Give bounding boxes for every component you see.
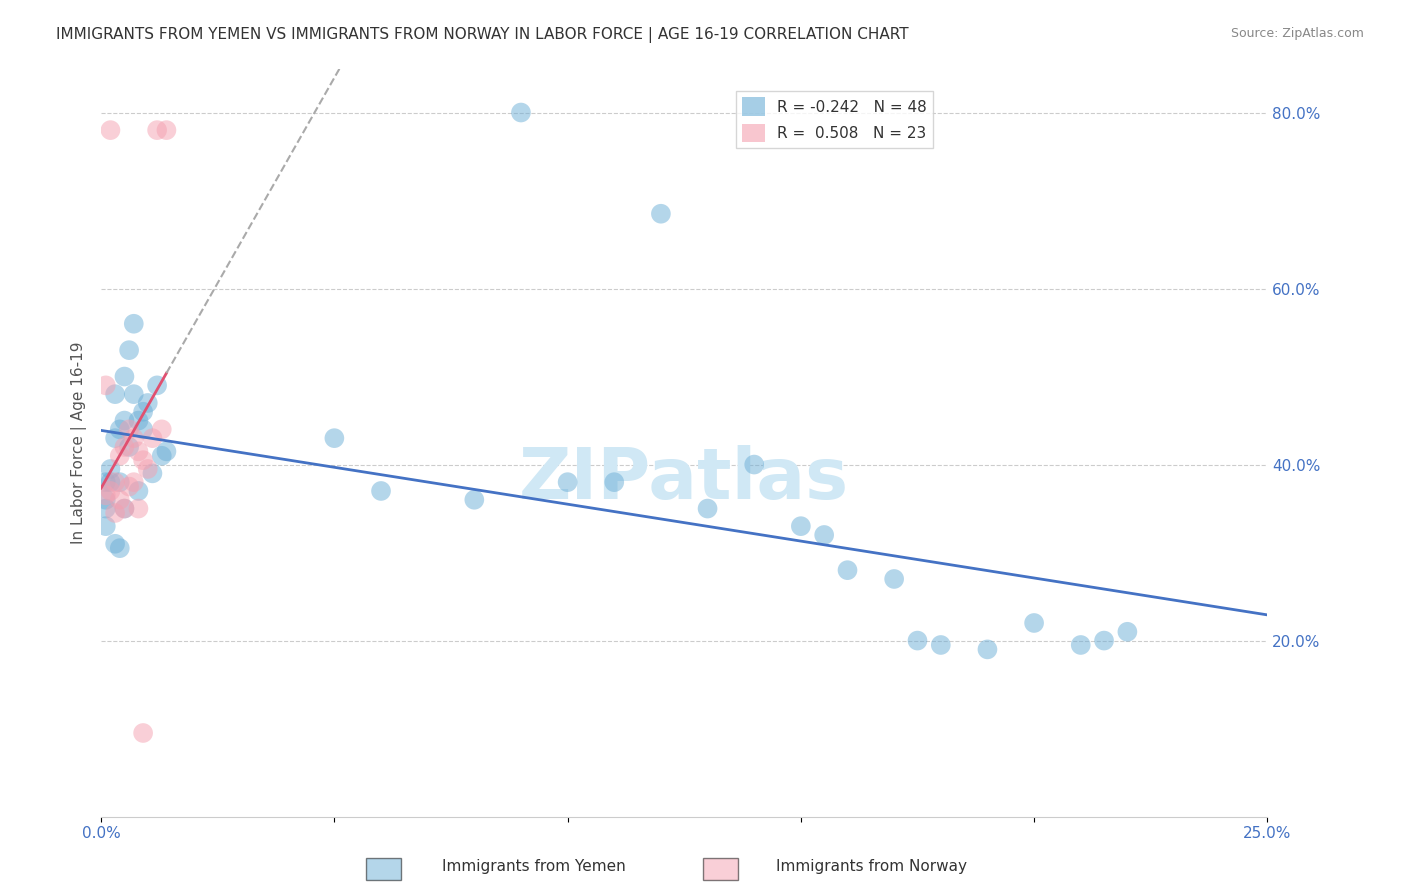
Yemen — [100, 475, 122, 490]
Norway — [150, 422, 173, 436]
Norway — [108, 492, 131, 507]
Yemen — [94, 519, 117, 533]
Yemen — [108, 422, 131, 436]
Text: IMMIGRANTS FROM YEMEN VS IMMIGRANTS FROM NORWAY IN LABOR FORCE | AGE 16-19 CORRE: IMMIGRANTS FROM YEMEN VS IMMIGRANTS FROM… — [56, 27, 908, 43]
Text: ZIPatlas: ZIPatlas — [519, 445, 849, 515]
Yemen — [742, 458, 765, 472]
Yemen — [146, 378, 169, 392]
Yemen — [114, 501, 136, 516]
Norway — [122, 475, 145, 490]
Yemen — [122, 387, 145, 401]
Norway — [108, 449, 131, 463]
Norway — [127, 501, 149, 516]
Yemen — [114, 413, 136, 427]
Yemen — [463, 492, 485, 507]
Yemen — [104, 431, 127, 445]
Yemen — [132, 422, 155, 436]
Yemen — [696, 501, 718, 516]
Yemen — [883, 572, 905, 586]
Norway — [146, 123, 169, 137]
Norway — [118, 422, 141, 436]
Yemen — [510, 105, 533, 120]
Legend: R = -0.242   N = 48, R =  0.508   N = 23: R = -0.242 N = 48, R = 0.508 N = 23 — [737, 91, 934, 148]
Text: Immigrants from Yemen: Immigrants from Yemen — [443, 859, 626, 874]
Yemen — [976, 642, 998, 657]
Yemen — [370, 483, 392, 498]
Yemen — [837, 563, 859, 577]
Norway — [141, 431, 163, 445]
Norway — [114, 501, 136, 516]
Norway — [100, 123, 122, 137]
Text: Source: ZipAtlas.com: Source: ZipAtlas.com — [1230, 27, 1364, 40]
Yemen — [104, 537, 127, 551]
Norway — [104, 506, 127, 520]
Yemen — [141, 467, 163, 481]
Yemen — [118, 440, 141, 454]
Y-axis label: In Labor Force | Age 16-19: In Labor Force | Age 16-19 — [72, 342, 87, 544]
Text: Immigrants from Norway: Immigrants from Norway — [776, 859, 967, 874]
Yemen — [122, 317, 145, 331]
Yemen — [108, 475, 131, 490]
Norway — [122, 431, 145, 445]
Yemen — [323, 431, 346, 445]
Norway — [114, 440, 136, 454]
Yemen — [94, 492, 117, 507]
Yemen — [1022, 615, 1045, 630]
Yemen — [155, 444, 177, 458]
Yemen — [1116, 624, 1139, 639]
Norway — [132, 453, 155, 467]
Yemen — [650, 207, 672, 221]
Norway — [118, 479, 141, 493]
Norway — [132, 726, 155, 740]
Yemen — [94, 475, 117, 490]
Yemen — [114, 369, 136, 384]
Norway — [136, 462, 159, 476]
Yemen — [1092, 633, 1115, 648]
Yemen — [813, 528, 835, 542]
Yemen — [603, 475, 626, 490]
Yemen — [907, 633, 929, 648]
Yemen — [136, 396, 159, 410]
Yemen — [118, 343, 141, 358]
Norway — [127, 444, 149, 458]
Yemen — [1070, 638, 1092, 652]
Norway — [94, 378, 117, 392]
Yemen — [104, 387, 127, 401]
Norway — [104, 475, 127, 490]
Yemen — [108, 541, 131, 556]
Yemen — [100, 462, 122, 476]
Yemen — [929, 638, 952, 652]
Yemen — [132, 405, 155, 419]
Norway — [94, 488, 117, 502]
Yemen — [94, 501, 117, 516]
Yemen — [150, 449, 173, 463]
Yemen — [127, 483, 149, 498]
Yemen — [790, 519, 813, 533]
Yemen — [557, 475, 579, 490]
Yemen — [127, 413, 149, 427]
Norway — [100, 483, 122, 498]
Norway — [155, 123, 177, 137]
